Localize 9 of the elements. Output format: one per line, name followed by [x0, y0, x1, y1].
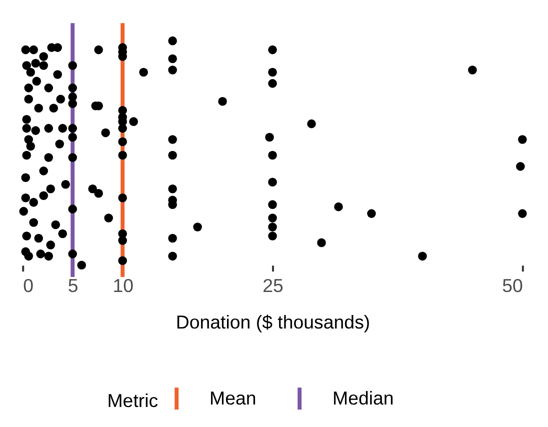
x-tick-label: 0 — [23, 275, 34, 296]
legend-label: Mean — [210, 388, 256, 409]
x-axis-title: Donation ($ thousands) — [176, 312, 370, 333]
legend-label: Median — [332, 388, 394, 409]
x-tick-label: 25 — [262, 275, 284, 296]
x-tick-label: 50 — [502, 275, 523, 296]
legend-title: Metric — [107, 390, 158, 411]
x-tick-label: 5 — [68, 275, 78, 296]
x-tick-label: 10 — [112, 275, 134, 296]
